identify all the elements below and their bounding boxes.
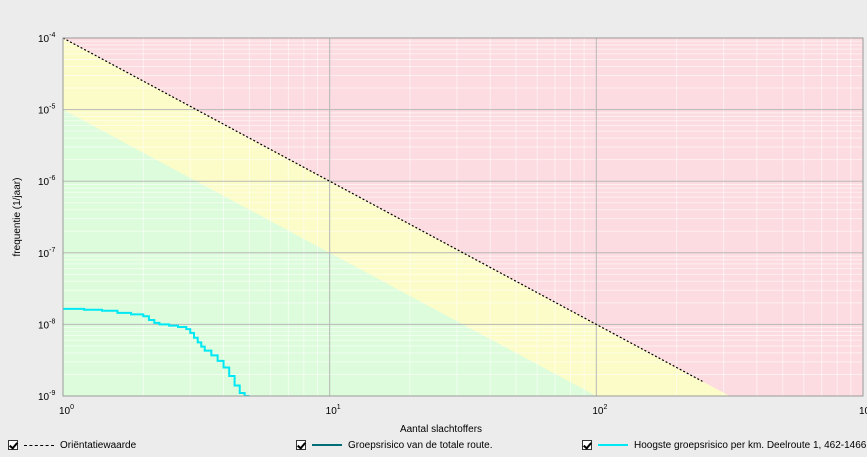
y-tick-label: 10-7 <box>38 247 55 260</box>
legend-swatch-orientatiewaarde <box>24 444 54 446</box>
legend-swatch-groepsrisico-totaal <box>312 444 342 446</box>
plot-border <box>62 37 864 397</box>
legend-checkbox-groepsrisico-totaal[interactable] <box>296 440 306 450</box>
y-axis-label: frequentie (1/jaar) <box>12 178 23 257</box>
x-tick-label: 102 <box>592 404 607 417</box>
x-tick-label: 101 <box>326 404 341 417</box>
series-orientatiewaarde-line <box>63 38 703 382</box>
y-tick-label: 10-5 <box>38 104 55 117</box>
legend-label-orientatiewaarde: Oriëntatiewaarde <box>60 439 137 451</box>
legend-item-hoogste-groepsrisico[interactable]: Hoogste groepsrisico per km. Deelroute 1… <box>582 436 866 454</box>
legend-checkbox-orientatiewaarde[interactable] <box>8 440 18 450</box>
y-tick-label: 10-6 <box>38 175 55 188</box>
y-tick-label: 10-4 <box>38 32 55 45</box>
legend-item-orientatiewaarde[interactable]: Oriëntatiewaarde <box>8 436 136 454</box>
legend-swatch-hoogste-groepsrisico <box>598 444 628 446</box>
legend-checkbox-hoogste-groepsrisico[interactable] <box>582 440 592 450</box>
legend-item-groepsrisico-totaal[interactable]: Groepsrisico van de totale route. <box>296 436 493 454</box>
legend-label-groepsrisico-totaal: Groepsrisico van de totale route. <box>348 439 493 451</box>
x-tick-label: 100 <box>59 404 74 417</box>
y-tick-label: 10-9 <box>38 390 55 403</box>
x-axis-label: Aantal slachtoffers <box>400 424 482 435</box>
x-tick-label: 103 <box>859 404 867 417</box>
legend-label-hoogste-groepsrisico: Hoogste groepsrisico per km. Deelroute 1… <box>634 439 867 451</box>
y-tick-label: 10-8 <box>38 318 55 331</box>
series-hoogste-groepsrisico-line <box>63 307 250 396</box>
